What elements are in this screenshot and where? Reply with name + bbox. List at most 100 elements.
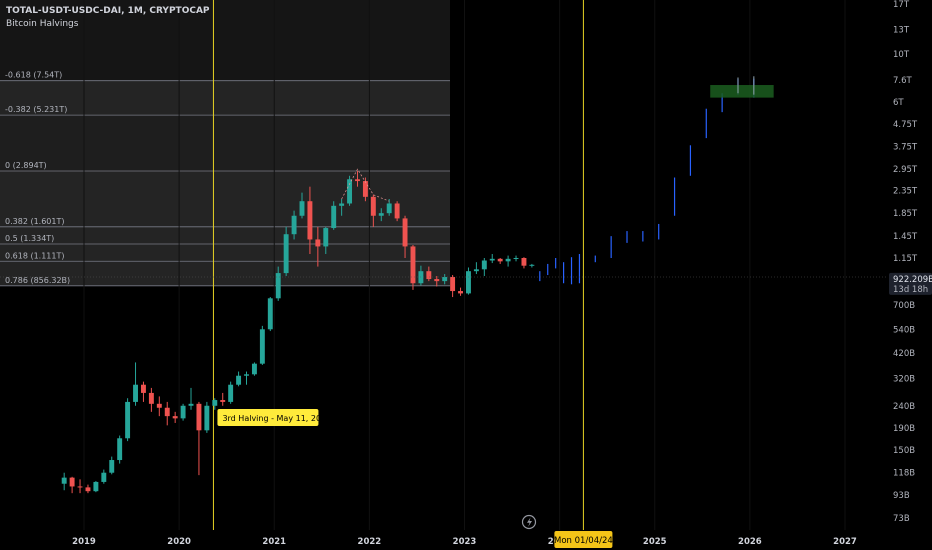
candle-up: [386, 198, 392, 216]
price-tick-label: 240B: [893, 402, 915, 412]
time-axis[interactable]: 201920202021202220232024202520262027Mon …: [0, 530, 887, 550]
fib-level-label: -0.382 (5.231T): [5, 105, 67, 114]
fib-level-label: 0.786 (856.32B): [5, 276, 70, 285]
candle-down: [410, 244, 416, 290]
price-tick-label: 1.45T: [893, 232, 918, 242]
candle-up: [489, 253, 495, 264]
candle-down: [77, 479, 83, 494]
candle-up: [323, 226, 329, 254]
candle-up: [244, 371, 249, 385]
price-tick-label: 2.95T: [893, 165, 918, 175]
price-tick-label: 700B: [893, 301, 915, 311]
candle-up: [188, 387, 194, 410]
candle-down: [172, 411, 178, 423]
candle-down: [69, 476, 75, 494]
price-axis[interactable]: 73B 93B 118B 150B 190B 240B 320B 420B 540B 700B 1.…: [887, 0, 932, 550]
candle-up: [93, 481, 99, 493]
candle-up: [133, 362, 138, 406]
price-tick-label: 320B: [893, 375, 915, 385]
candle-body: [323, 228, 329, 247]
fib-level-label: 0.618 (1.111T): [5, 251, 64, 260]
time-tick-label: 2023: [453, 537, 477, 547]
candle-up: [180, 403, 186, 421]
candle-down: [370, 194, 376, 227]
price-tick-label: 7.6T: [893, 76, 913, 86]
candle-body: [410, 246, 416, 284]
candle-up: [331, 201, 337, 230]
crosshair-date-label: Mon 01/04/24: [554, 531, 613, 548]
candle-up: [267, 297, 273, 332]
candle-body: [85, 487, 91, 492]
candle-up: [212, 398, 218, 410]
price-tick-label: 10T: [893, 50, 910, 60]
time-tick-label: 2026: [738, 537, 762, 547]
candle-body: [442, 277, 448, 282]
price-tick-label: 17T: [893, 0, 910, 10]
candle-up: [251, 362, 257, 376]
candle-body: [370, 196, 376, 216]
price-tag-countdown: 13d 18h: [893, 285, 928, 295]
fib-zone: [0, 261, 450, 286]
candle-down: [434, 276, 440, 287]
candle-up: [117, 435, 123, 464]
candle-body: [133, 384, 138, 402]
candle-body: [394, 203, 400, 219]
price-tag-bg: [889, 272, 932, 295]
candle-body: [164, 407, 170, 417]
price-tick-label: 540B: [893, 325, 915, 335]
price-tick-label: 150B: [893, 446, 915, 456]
candle-down: [458, 287, 463, 296]
candle-body: [513, 258, 519, 260]
time-tick-label: 2019: [72, 537, 96, 547]
indicator-label[interactable]: Bitcoin Halvings: [6, 19, 79, 29]
candle-down: [140, 381, 146, 402]
candle-body: [275, 273, 281, 299]
candle-body: [466, 271, 471, 294]
candle-body: [140, 384, 146, 393]
top-trail: [341, 168, 390, 202]
symbol-label[interactable]: TOTAL-USDT-USDC-DAI, 1M, CRYPTOCAP: [6, 6, 210, 16]
candle-body: [489, 258, 495, 261]
lightning-icon: [521, 514, 537, 530]
candle-down: [156, 396, 162, 417]
candle-down: [402, 215, 408, 259]
candle-body: [156, 403, 162, 408]
price-tick-label: 6T: [893, 98, 904, 108]
candle-up: [204, 401, 210, 433]
price-tick-label: 13T: [893, 25, 910, 35]
candle-up: [283, 226, 289, 277]
candle-down: [394, 201, 400, 222]
candle-down: [450, 275, 456, 298]
candle-body: [331, 205, 337, 229]
candle-body: [505, 258, 511, 262]
candle-up: [513, 255, 519, 262]
fib-retracement[interactable]: -0.618 (7.54T) -0.382 (5.231T) 0 (2.894T) 0…: [0, 0, 450, 287]
candle-body: [228, 384, 234, 402]
candle-body: [251, 363, 257, 375]
halving-lines: [212, 0, 584, 530]
candle-up: [61, 472, 67, 491]
candle-body: [220, 400, 226, 402]
candle-down: [521, 257, 527, 269]
candle-body: [355, 179, 360, 182]
candle-up: [236, 371, 242, 387]
fib-level-label: 0.5 (1.334T): [5, 234, 54, 243]
candle-body: [109, 460, 115, 473]
price-tick-label: 420B: [893, 349, 915, 359]
time-tick-label: 2021: [262, 537, 286, 547]
candle-body: [244, 374, 249, 376]
price-tick-label: 4.75T: [893, 120, 918, 130]
lightning-icon-bolt: [527, 517, 532, 527]
price-tag-value: 922.209B: [893, 275, 932, 285]
price-tick-label: 3.75T: [893, 143, 918, 153]
crosshair-date-bg: [554, 531, 613, 548]
candle-up: [228, 381, 234, 404]
candle-body: [267, 298, 273, 330]
candle-body: [291, 215, 297, 235]
candle-down: [196, 401, 202, 476]
fib-zone: [0, 115, 450, 171]
candle-body: [315, 239, 321, 247]
candle-body: [236, 375, 242, 385]
price-tick-label: 73B: [893, 514, 910, 524]
